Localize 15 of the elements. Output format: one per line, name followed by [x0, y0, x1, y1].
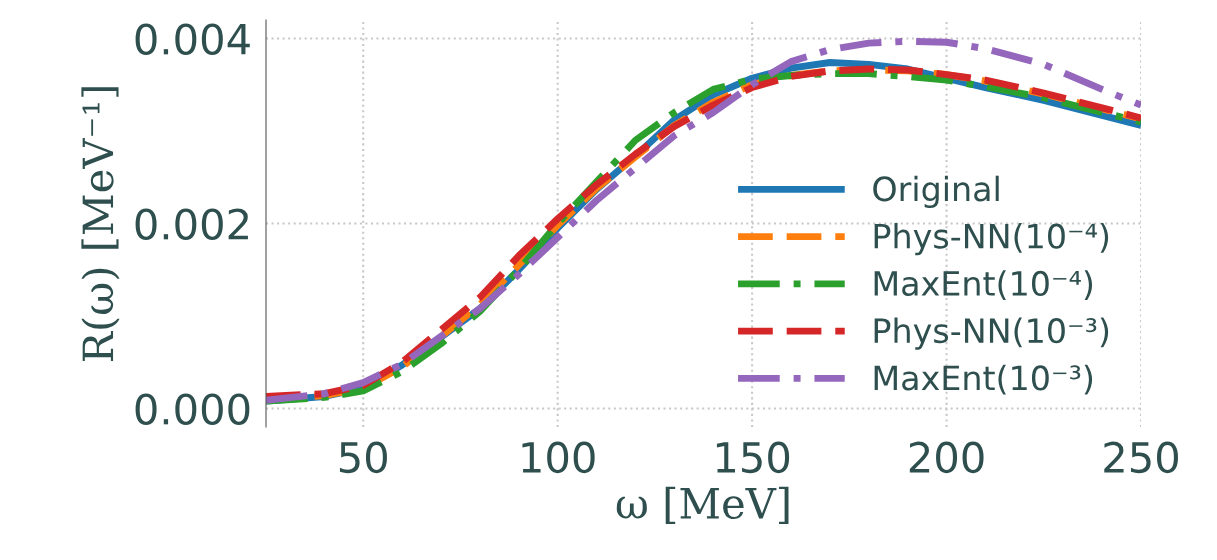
legend-label: MaxEnt(10⁻⁴): [874, 270, 1093, 300]
legend-label: MaxEnt(10⁻³): [874, 364, 1093, 395]
x-tick-label: 250: [1104, 441, 1178, 474]
y-tick-label: 0.002: [135, 208, 248, 240]
x-tick-label: 50: [339, 441, 387, 474]
y-tick-label: 0.000: [135, 393, 250, 425]
x-tick-label: 200: [909, 441, 984, 474]
legend-label: Phys-NN(10⁻³): [874, 317, 1109, 350]
x-axis-title: ω [MeV]: [616, 486, 789, 524]
legend-label: Original: [873, 175, 999, 208]
x-tick-label: 100: [522, 441, 595, 474]
y-axis-title: R(ω) [MeV⁻¹]: [81, 87, 120, 362]
legend-label: Phys-NN(10⁻⁴): [874, 222, 1109, 256]
x-tick-label: 150: [716, 441, 790, 474]
y-tick-label: 0.004: [135, 23, 250, 55]
